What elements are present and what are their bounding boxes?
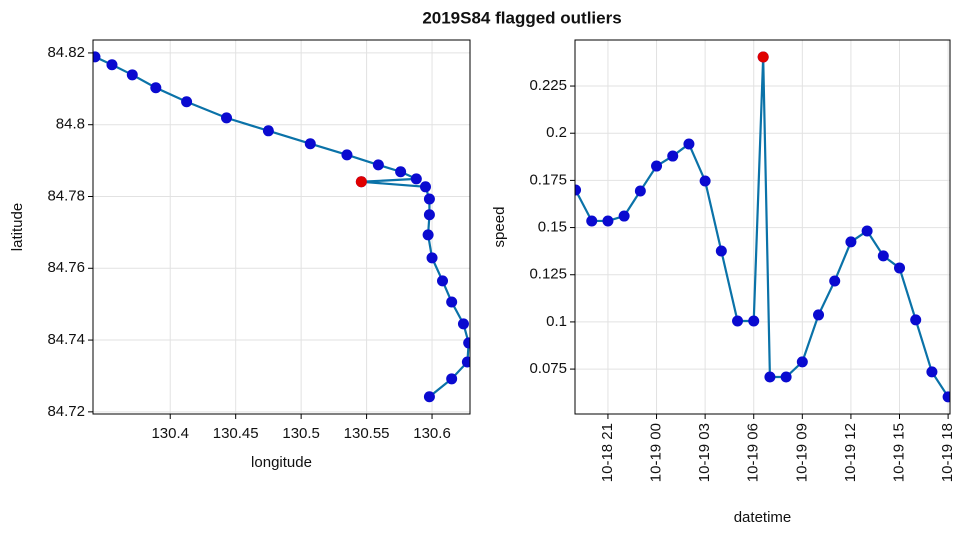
point	[748, 315, 760, 327]
axes-frame	[92, 39, 471, 415]
point	[446, 373, 458, 385]
series-line	[575, 56, 950, 398]
point	[304, 138, 316, 150]
y-tick-label: 0.15	[538, 219, 567, 236]
x-tick-label: 10-19 00	[648, 423, 665, 482]
y-tick-label: 84.72	[47, 403, 85, 420]
point	[426, 252, 438, 264]
point	[437, 275, 449, 287]
plot-area	[575, 51, 950, 403]
x-tick-label: 10-19 15	[890, 423, 907, 482]
point	[796, 356, 808, 368]
point	[395, 166, 407, 178]
point	[602, 215, 614, 227]
point	[683, 138, 695, 150]
point	[410, 173, 422, 185]
point	[699, 175, 711, 187]
x-tick-label: 10-19 18	[939, 423, 956, 482]
point	[757, 51, 769, 63]
point	[877, 250, 889, 262]
x-tick-label: 130.45	[213, 425, 259, 442]
point	[894, 262, 906, 274]
figure-title: 2019S84 flagged outliers	[422, 8, 621, 27]
x-tick-label: 10-19 06	[745, 423, 762, 482]
x-tick-label: 10-19 09	[793, 423, 810, 482]
axes-frame	[574, 39, 951, 415]
y-tick-label: 84.74	[47, 331, 85, 348]
point	[463, 337, 470, 349]
x-tick-label: 130.55	[344, 425, 390, 442]
point	[262, 125, 274, 137]
point	[423, 391, 435, 403]
point	[667, 150, 679, 162]
point	[419, 181, 431, 193]
x-tick-label: 10-19 12	[842, 423, 859, 482]
point	[422, 229, 434, 241]
point	[106, 59, 118, 71]
point	[446, 296, 458, 308]
plot-area	[93, 51, 470, 403]
point	[845, 236, 857, 248]
point	[780, 371, 792, 383]
point	[861, 225, 873, 237]
series-line	[94, 55, 470, 398]
point	[461, 356, 470, 368]
x-tick-label: 130.5	[282, 425, 320, 442]
point	[910, 314, 922, 326]
y-tick-label: 0.225	[529, 77, 567, 94]
x-tick-label: 10-18 21	[599, 423, 616, 482]
point	[634, 185, 646, 197]
x-axis-label: longitude	[251, 454, 312, 471]
y-tick-label: 84.8	[56, 116, 85, 133]
point	[181, 96, 193, 108]
point	[341, 149, 353, 161]
y-axis-label: speed	[491, 207, 508, 248]
point	[93, 51, 101, 63]
point	[221, 112, 233, 124]
x-axis-label: datetime	[734, 509, 792, 526]
point	[423, 209, 435, 221]
point	[829, 275, 841, 287]
point	[575, 184, 582, 196]
y-tick-label: 84.82	[47, 44, 85, 61]
point	[126, 69, 138, 81]
y-tick-label: 84.78	[47, 187, 85, 204]
point	[715, 245, 727, 257]
point	[732, 315, 744, 327]
y-tick-label: 0.2	[546, 124, 567, 141]
point	[423, 193, 435, 205]
y-tick-label: 84.76	[47, 259, 85, 276]
y-tick-label: 0.125	[529, 266, 567, 283]
x-tick-label: 130.4	[151, 425, 189, 442]
point	[618, 210, 630, 222]
y-tick-label: 0.1	[546, 313, 567, 330]
y-tick-label: 0.075	[529, 360, 567, 377]
point	[372, 159, 384, 171]
point	[586, 215, 598, 227]
y-tick-label: 0.175	[529, 171, 567, 188]
point	[651, 160, 663, 172]
x-tick-label: 10-19 03	[696, 423, 713, 482]
point	[457, 318, 469, 330]
point	[355, 176, 367, 188]
point	[150, 82, 162, 94]
point	[926, 366, 938, 378]
point	[764, 371, 776, 383]
x-tick-label: 130.6	[413, 425, 451, 442]
y-axis-label: latitude	[9, 203, 26, 251]
point	[813, 309, 825, 321]
point	[942, 391, 950, 403]
